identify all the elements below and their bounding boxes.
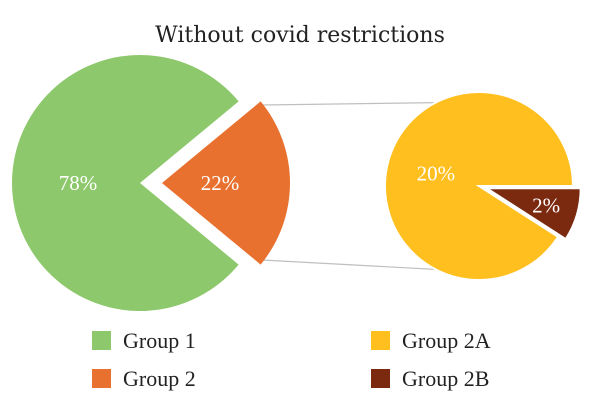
legend-item-group-2b: Group 2B [371,366,489,391]
legend-swatch-group-2 [92,369,111,388]
legend-swatch-group-2a [371,331,390,350]
legend-label-group-1: Group 1 [123,328,196,353]
secondary-pie: 20% 2% [384,91,582,281]
legend: Group 1 Group 2 Group 2A Group 2B [92,328,491,391]
pie-slice-group-2b [483,187,582,241]
chart-title: Without covid restrictions [155,23,445,48]
legend-item-group-2a: Group 2A [371,328,491,353]
pie-slice-group-1 [12,54,239,311]
legend-label-group-2b: Group 2B [402,366,489,391]
legend-label-group-2a: Group 2A [402,328,491,353]
pie-slice-group-2 [162,101,290,265]
primary-pie: 78% 22% [12,54,290,311]
data-label-group-1: 78% [59,171,98,195]
legend-item-group-2: Group 2 [92,366,196,391]
data-label-group-2: 22% [201,171,240,195]
legend-swatch-group-2b [371,369,390,388]
legend-item-group-1: Group 1 [92,328,196,353]
legend-label-group-2: Group 2 [123,366,196,391]
data-label-group-2a: 20% [417,161,456,185]
legend-swatch-group-1 [92,331,111,350]
data-label-group-2b: 2% [532,194,560,218]
pie-slice-group-2a [384,91,575,281]
